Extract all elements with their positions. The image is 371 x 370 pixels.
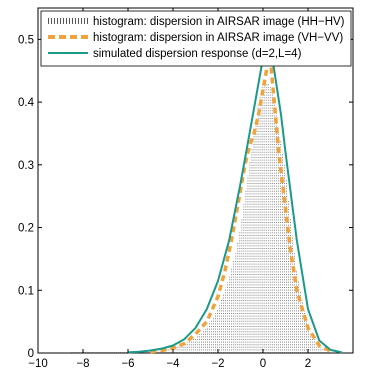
x-tick-label: −10 [28, 358, 48, 370]
x-tick-label: −4 [166, 358, 180, 370]
y-tick-label: 0.2 [18, 223, 34, 235]
x-tick-label: 0 [260, 358, 266, 370]
legend-box [40, 10, 352, 67]
x-tick-label: −2 [211, 358, 224, 370]
x-tick-label: −6 [121, 358, 134, 370]
y-tick-label: 0.3 [18, 160, 34, 172]
legend-label-1: histogram: dispersion in AIRSAR image (V… [93, 32, 343, 44]
series-2-line [127, 38, 343, 354]
x-tick-label: −8 [76, 358, 89, 370]
series-0 [71, 83, 330, 353]
legend-entry-0: histogram: dispersion in AIRSAR image (H… [48, 16, 345, 28]
legend-entry-1: histogram: dispersion in AIRSAR image (V… [48, 32, 343, 44]
axes-layer: −10 −8 −6 −4 −2 0 2 0 0.1 0.2 0.3 0.4 0.5 [18, 8, 353, 370]
legend-label-0: histogram: dispersion in AIRSAR image (H… [93, 16, 345, 28]
series-layer [71, 38, 343, 354]
y-tick-label: 0 [28, 348, 34, 360]
y-tick-label: 0.5 [18, 34, 34, 46]
y-tick-label: 0.4 [18, 97, 35, 109]
y-tick-label: 0.1 [18, 285, 34, 297]
series-1-line [150, 50, 332, 354]
legend-label-2: simulated dispersion response (d=2,L=4) [93, 48, 302, 60]
x-tick-label: 2 [305, 358, 311, 370]
legend: histogram: dispersion in AIRSAR image (H… [40, 10, 352, 67]
legend-entry-2: simulated dispersion response (d=2,L=4) [48, 48, 302, 60]
